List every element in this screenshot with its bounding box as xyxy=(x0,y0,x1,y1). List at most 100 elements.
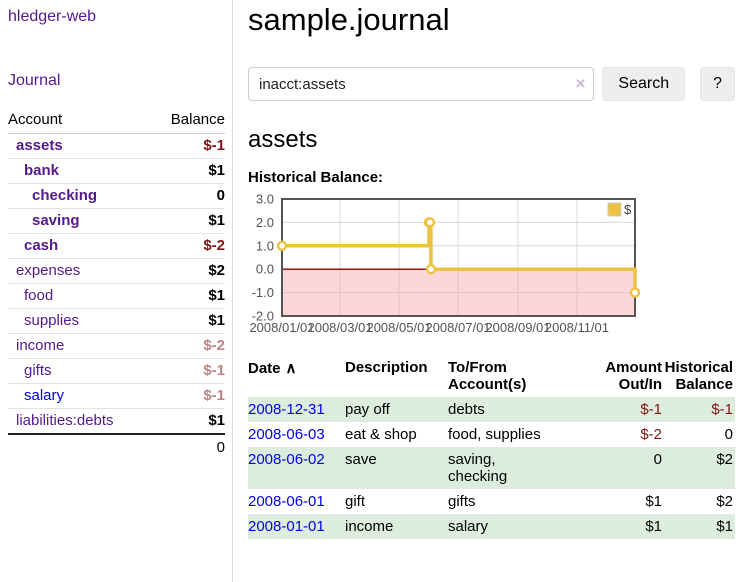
account-link-supplies[interactable]: supplies xyxy=(24,312,80,329)
account-link-saving[interactable]: saving xyxy=(32,212,80,229)
register-accounts-cell: food, supplies xyxy=(448,422,596,447)
svg-text:2008/07/01: 2008/07/01 xyxy=(425,320,490,335)
account-link-liabilities-debts[interactable]: liabilities:debts xyxy=(16,412,114,429)
account-heading: assets xyxy=(248,126,318,153)
accounts-total-row: 0 xyxy=(8,433,225,460)
register-header-row: Date ∧ Description To/From Account(s) Amo… xyxy=(248,355,735,397)
account-cell: food xyxy=(8,283,152,309)
account-balance: $2 xyxy=(151,258,225,284)
chart-title: Historical Balance: xyxy=(248,169,384,186)
register-header-date[interactable]: Date ∧ xyxy=(248,355,345,397)
sidebar-nav: Journal xyxy=(8,72,225,90)
account-link-checking[interactable]: checking xyxy=(32,187,98,204)
register-amount-cell: $-2 xyxy=(640,426,662,443)
svg-text:3.0: 3.0 xyxy=(256,193,274,207)
account-link-assets[interactable]: assets xyxy=(16,137,63,154)
sidebar-item-journal[interactable]: Journal xyxy=(8,72,61,89)
register-accounts-text: debts xyxy=(448,401,485,418)
account-cell: supplies xyxy=(8,308,152,334)
register-description-cell: save xyxy=(345,451,377,468)
page-title: sample.journal xyxy=(248,2,450,37)
register-balance-cell: $2 xyxy=(716,451,733,468)
main-content: sample.journal × Search ? assets Histori… xyxy=(233,0,742,582)
register-row[interactable]: 2008-12-31 pay off debts $-1 $-1 xyxy=(248,397,735,422)
search-input[interactable] xyxy=(248,67,595,101)
chart-svg: $ -2.0 -1.0 0.0 1.0 2.0 3.0 2008/01/012008/03/0… xyxy=(249,193,641,335)
account-link-salary[interactable]: salary xyxy=(24,387,65,404)
register-amount-cell: $1 xyxy=(645,493,662,510)
account-balance: $-2 xyxy=(151,333,225,359)
account-cell: assets xyxy=(8,133,152,159)
transaction-date-link[interactable]: 2008-01-01 xyxy=(248,518,325,535)
account-link-cash[interactable]: cash xyxy=(24,237,59,254)
help-button[interactable]: ? xyxy=(700,67,735,101)
svg-text:2008/11/01: 2008/11/01 xyxy=(545,320,609,335)
svg-text:0.0: 0.0 xyxy=(256,262,274,277)
account-balance: $-1 xyxy=(151,358,225,384)
register-amount-cell: 0 xyxy=(653,451,662,468)
register-accounts-text: saving, checking xyxy=(448,451,508,485)
account-balance: $1 xyxy=(151,208,225,234)
svg-text:-1.0: -1.0 xyxy=(252,285,274,300)
register-accounts-text: food, supplies xyxy=(448,426,541,443)
svg-text:2.0: 2.0 xyxy=(256,215,274,230)
app-brand[interactable]: hledger-web xyxy=(8,8,97,25)
account-link-expenses[interactable]: expenses xyxy=(16,262,81,279)
transaction-date-link[interactable]: 2008-12-31 xyxy=(248,401,325,418)
account-cell: bank xyxy=(8,158,152,184)
sort-ascending-icon: ∧ xyxy=(285,360,297,377)
account-balance: 0 xyxy=(151,183,225,209)
register-row[interactable]: 2008-01-01 income salary $1 $1 xyxy=(248,514,735,539)
accounts-header-account: Account xyxy=(8,107,152,134)
account-link-food[interactable]: food xyxy=(24,287,54,304)
register-date-cell: 2008-06-01 xyxy=(248,489,345,514)
account-row: food $1 xyxy=(8,283,225,309)
register-row[interactable]: 2008-06-01 gift gifts $1 $2 xyxy=(248,489,735,514)
register-balance-cell: $2 xyxy=(716,493,733,510)
register-description-cell: income xyxy=(345,518,394,535)
register-date-cell: 2008-12-31 xyxy=(248,397,345,422)
svg-text:-2.0: -2.0 xyxy=(252,309,274,324)
register-row[interactable]: 2008-06-03 eat & shop food, supplies $-2 0 xyxy=(248,422,735,447)
transaction-date-link[interactable]: 2008-06-03 xyxy=(248,426,325,443)
account-cell: liabilities:debts xyxy=(8,408,152,434)
register-accounts-text: gifts xyxy=(448,493,476,510)
svg-text:$: $ xyxy=(624,202,632,217)
transaction-date-link[interactable]: 2008-06-01 xyxy=(248,493,325,510)
svg-text:2008/09/01: 2008/09/01 xyxy=(485,320,550,335)
register-header-date-label: Date xyxy=(248,360,281,377)
register-date-cell: 2008-06-02 xyxy=(248,447,345,489)
register-accounts-cell: gifts xyxy=(448,489,596,514)
account-row: salary $-1 xyxy=(8,383,225,409)
accounts-header-balance: Balance xyxy=(151,107,225,134)
account-link-income[interactable]: income xyxy=(16,337,65,354)
account-cell: income xyxy=(8,333,152,359)
transaction-date-link[interactable]: 2008-06-02 xyxy=(248,451,325,468)
sidebar: hledger-web Journal Account Balance asse… xyxy=(0,0,233,582)
accounts-table-body: assets $-1 bank $1 checking 0 saving $1 cash $-2 e… xyxy=(8,133,225,434)
account-cell: salary xyxy=(8,383,152,409)
clear-search-icon[interactable]: × xyxy=(575,73,586,93)
register-balance-cell: $1 xyxy=(716,518,733,535)
search-button[interactable]: Search xyxy=(602,67,686,101)
account-balance: $1 xyxy=(151,308,225,334)
account-row: supplies $1 xyxy=(8,308,225,334)
account-cell: expenses xyxy=(8,258,152,284)
register-date-cell: 2008-01-01 xyxy=(248,514,345,539)
account-balance: $1 xyxy=(151,408,225,434)
register-date-cell: 2008-06-03 xyxy=(248,422,345,447)
account-link-gifts[interactable]: gifts xyxy=(24,362,52,379)
register-header-description: Description xyxy=(345,359,428,376)
svg-text:2008/01/01: 2008/01/01 xyxy=(249,320,314,335)
historical-balance-chart: $ -2.0 -1.0 0.0 1.0 2.0 3.0 2008/01/01 2008/03/0… xyxy=(248,193,735,336)
account-balance: $1 xyxy=(151,283,225,309)
register-accounts-cell: debts xyxy=(448,397,596,422)
register-row[interactable]: 2008-06-02 save saving, checking 0 $2 xyxy=(248,447,735,489)
accounts-table: Account Balance assets $-1 bank $1 checking 0… xyxy=(8,107,225,460)
account-balance: $-1 xyxy=(151,133,225,159)
account-link-bank[interactable]: bank xyxy=(24,162,60,179)
register-header-accounts: To/From Account(s) xyxy=(448,359,527,393)
account-cell: cash xyxy=(8,233,152,259)
register-description-cell: eat & shop xyxy=(345,426,417,443)
register-table-body: 2008-12-31 pay off debts $-1 $-1 2008-06-03 ea… xyxy=(248,397,735,539)
